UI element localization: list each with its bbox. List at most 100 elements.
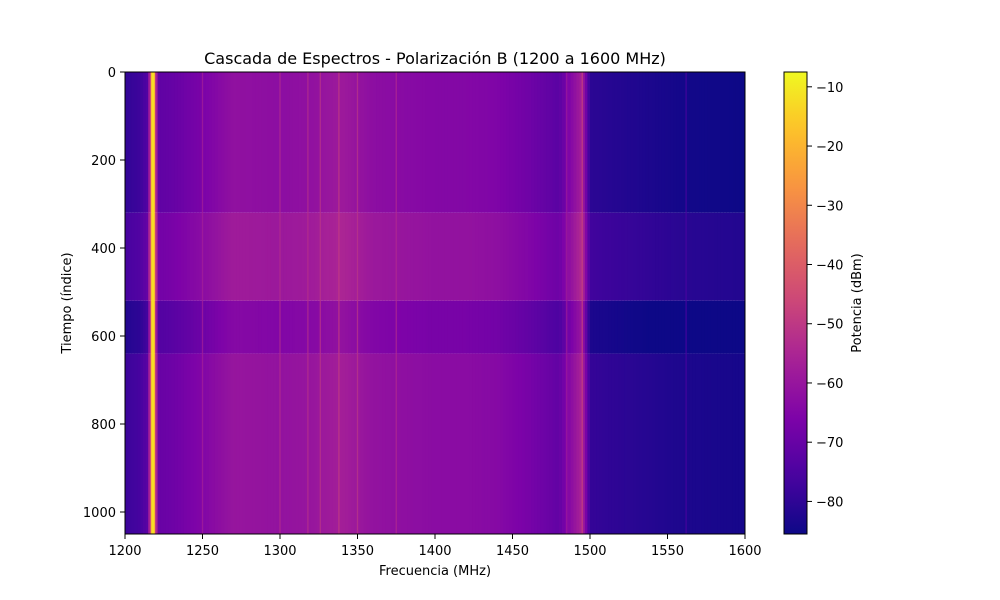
heatmap-cell: [137, 212, 141, 301]
heatmap-cell: [190, 72, 194, 213]
heatmap-cell: [314, 300, 318, 354]
heatmap-cell: [422, 72, 427, 213]
heatmap-cell: [157, 300, 161, 354]
heatmap-cell: [627, 353, 631, 380]
heatmap-cell: [726, 353, 730, 380]
spectral-line: [307, 72, 309, 534]
heatmap-cell: [304, 353, 309, 380]
heatmap-cell: [425, 212, 430, 301]
heatmap-cell: [438, 212, 442, 301]
heatmap-cell: [413, 300, 417, 354]
heatmap-cell: [555, 72, 560, 213]
heatmap-cell: [125, 212, 129, 301]
heatmap-cell: [174, 353, 179, 380]
time-band-2: [125, 300, 746, 354]
heatmap-cell: [573, 212, 577, 301]
heatmap-cell: [707, 72, 712, 213]
heatmap-cell: [515, 353, 520, 380]
heatmap-cell: [363, 72, 368, 213]
heatmap-cell: [435, 212, 439, 301]
heatmap-cell: [639, 212, 644, 301]
heatmap-cell: [168, 380, 172, 534]
heatmap-cell: [400, 72, 405, 213]
heatmap-cell: [503, 300, 507, 354]
heatmap-cell: [561, 300, 566, 354]
heatmap-cell: [252, 300, 256, 354]
heatmap-cell: [376, 300, 380, 354]
heatmap-cell: [676, 212, 681, 301]
heatmap-cell: [295, 353, 299, 380]
heatmap-cell: [397, 72, 402, 213]
heatmap-cell: [617, 212, 622, 301]
heatmap-cell: [658, 353, 662, 380]
heatmap-cell: [518, 212, 523, 301]
heatmap-cell: [270, 380, 275, 534]
heatmap-cell: [540, 353, 544, 380]
heatmap-cell: [145, 72, 149, 213]
heatmap-cell: [518, 353, 523, 380]
heatmap-cell: [689, 212, 693, 301]
heatmap-cell: [456, 212, 461, 301]
heatmap-cell: [329, 212, 334, 301]
heatmap-cell: [561, 380, 566, 534]
colorbar-tick-label: −70: [816, 436, 843, 451]
heatmap-cell: [205, 353, 210, 380]
heatmap-cell: [624, 72, 628, 213]
heatmap-cell: [326, 212, 330, 301]
heatmap-cell: [276, 353, 281, 380]
heatmap-cell: [160, 72, 164, 213]
heatmap-cell: [410, 380, 414, 534]
heatmap-cell: [276, 300, 281, 354]
heatmap-cell: [478, 212, 482, 301]
heatmap-cell: [202, 380, 206, 534]
heatmap-cell: [673, 380, 678, 534]
heatmap-cell: [642, 300, 647, 354]
heatmap-cell: [478, 353, 482, 380]
heatmap-cell: [428, 380, 433, 534]
heatmap-cell: [199, 212, 203, 301]
heatmap-cell: [484, 72, 489, 213]
heatmap-cell: [345, 353, 349, 380]
heatmap-cell: [145, 353, 149, 380]
heatmap-cell: [487, 212, 492, 301]
heatmap-cell: [645, 353, 650, 380]
heatmap-cell: [307, 212, 312, 301]
heatmap-cell: [503, 72, 507, 213]
heatmap-cell: [258, 300, 262, 354]
heatmap-cell: [658, 72, 662, 213]
heatmap-cell: [664, 72, 668, 213]
heatmap-cell: [338, 353, 343, 380]
heatmap-cell: [506, 72, 510, 213]
heatmap-cell: [655, 300, 659, 354]
heatmap-cell: [400, 212, 405, 301]
heatmap-cell: [710, 300, 715, 354]
heatmap-cell: [738, 72, 743, 213]
heatmap-cell: [717, 212, 721, 301]
heatmap-cell: [633, 72, 637, 213]
heatmap-cell: [397, 212, 402, 301]
heatmap-cell: [342, 300, 346, 354]
heatmap-cell: [447, 72, 451, 213]
heatmap-cell: [704, 353, 709, 380]
heatmap-cell: [512, 380, 516, 534]
heatmap-cell: [444, 212, 448, 301]
heatmap-cell: [692, 380, 696, 534]
heatmap-cell: [493, 212, 498, 301]
heatmap-cell: [369, 212, 374, 301]
heatmap-cell: [221, 212, 225, 301]
heatmap-cell: [490, 72, 495, 213]
heatmap-cell: [493, 72, 498, 213]
heatmap-cell: [478, 300, 482, 354]
heatmap-cell: [140, 212, 144, 301]
heatmap-cell: [295, 380, 299, 534]
heatmap-cell: [193, 353, 197, 380]
heatmap-cell: [255, 380, 259, 534]
y-tick-label: 800: [91, 418, 116, 433]
heatmap-cell: [546, 380, 551, 534]
heatmap-cell: [143, 212, 147, 301]
heatmap-cell: [407, 353, 411, 380]
heatmap-cell: [298, 72, 303, 213]
heatmap-cell: [301, 380, 306, 534]
heatmap-cell: [466, 353, 470, 380]
